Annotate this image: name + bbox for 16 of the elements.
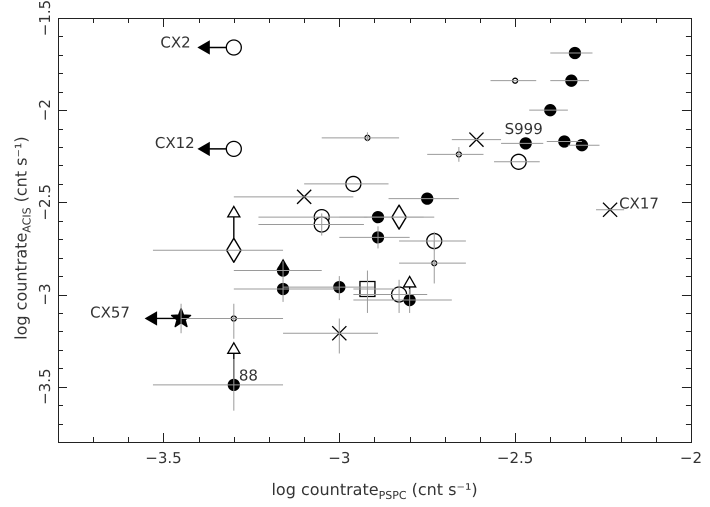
x-axis-title: log countrate$_{PSPC}$ (cnt s⁻¹) — [271, 480, 478, 502]
x-tick-label: −3 — [328, 448, 350, 467]
y-tick-label: −3.5 — [36, 368, 54, 405]
x-tick-label: −3.5 — [145, 448, 182, 467]
y-tick-label: −1.5 — [36, 0, 54, 36]
y-tick-label: −3 — [36, 283, 54, 306]
annotation: S999 — [504, 120, 543, 138]
annotation: CX17 — [619, 194, 659, 213]
x-tick-label: −2 — [680, 448, 702, 467]
annotation: 88 — [238, 366, 258, 385]
annotation: CX12 — [154, 134, 195, 152]
annotation: CX57 — [90, 303, 130, 322]
annotation: CX2 — [160, 33, 191, 52]
x-tick-label: −2.5 — [496, 448, 534, 467]
y-tick-label: −2 — [36, 99, 54, 122]
y-tick-label: −2.5 — [36, 184, 54, 221]
